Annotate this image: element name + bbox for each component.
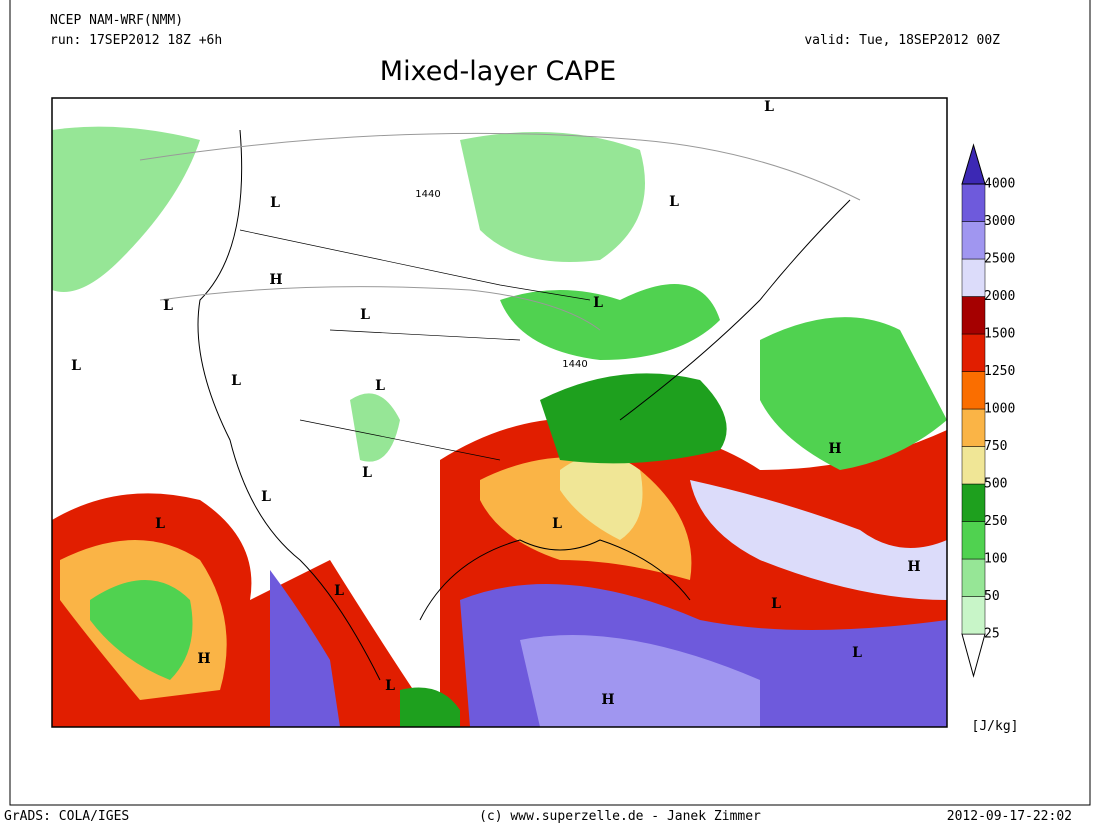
colorbar-label: 2000: [984, 289, 1015, 304]
run-time: run: 17SEP2012 18Z +6h: [50, 33, 222, 48]
field: [760, 317, 947, 470]
pressure-label: L: [270, 195, 280, 211]
footer-right: 2012-09-17-22:02: [947, 809, 1072, 824]
pressure-label: H: [828, 441, 841, 457]
field: [560, 455, 643, 540]
colorbar-segment: [961, 521, 986, 560]
colorbar-segment: [961, 596, 986, 635]
pressure-label: L: [552, 516, 562, 532]
outer-frame: [9, 0, 1091, 806]
pressure-label: L: [155, 516, 165, 532]
colorbar-label: 1500: [984, 327, 1015, 342]
colorbar-segment: [961, 258, 986, 297]
colorbar-label: 2500: [984, 252, 1015, 267]
pressure-label: H: [197, 651, 210, 667]
pressure-label: L: [669, 194, 679, 210]
pressure-label: L: [231, 373, 241, 389]
colorbar-label: 500: [984, 477, 1007, 492]
colorbar: 25 50 100 250 500 750 1000 1250 1500 2000 2500 3000…: [961, 143, 1015, 678]
field: [690, 480, 947, 600]
pressure-label: L: [163, 298, 173, 314]
pressure-label: L: [334, 583, 344, 599]
colorbar-segment: [961, 221, 986, 260]
colorbar-unit: [J/kg]: [972, 719, 1019, 734]
colorbar-segment: [961, 558, 986, 597]
colorbar-segment: [961, 483, 986, 522]
colorbar-triangle: [961, 633, 986, 678]
border: [239, 229, 591, 461]
footer-center: (c) www.superzelle.de - Janek Zimmer: [479, 809, 761, 824]
coastline: [197, 129, 851, 681]
isoline-label: 1440: [562, 359, 587, 370]
colorbar-segment: [961, 296, 986, 335]
model-name: NCEP NAM-WRF(NMM): [50, 13, 183, 28]
colorbar-label: 1000: [984, 402, 1015, 417]
colorbar-label: 4000: [984, 177, 1015, 192]
pressure-label: L: [852, 645, 862, 661]
pressure-label: L: [261, 489, 271, 505]
pressure-label: L: [71, 358, 81, 374]
field: [460, 132, 645, 262]
colorbar-label: 25: [984, 627, 1000, 642]
colorbar-segment: [961, 408, 986, 447]
field: [270, 570, 340, 727]
pressure-label: L: [593, 295, 603, 311]
valid-time: valid: Tue, 18SEP2012 00Z: [804, 33, 1000, 48]
field: [52, 126, 200, 293]
pressure-label: L: [771, 596, 781, 612]
footer-left: GrADS: COLA/IGES: [4, 809, 129, 824]
height-contour: [139, 132, 861, 331]
colorbar-label: 250: [984, 514, 1007, 529]
pressure-label: L: [375, 378, 385, 394]
pressure-label: L: [764, 99, 774, 115]
colorbar-segment: [961, 371, 986, 410]
colorbar-segment: [961, 333, 986, 372]
pressure-label: H: [269, 272, 282, 288]
map-frame: [51, 97, 948, 728]
colorbar-label: 750: [984, 439, 1007, 454]
pressure-label: H: [601, 692, 614, 708]
colorbar-label: 1250: [984, 364, 1015, 379]
colorbar-triangle: [961, 143, 986, 185]
colorbar-segment: [961, 183, 986, 222]
field: [540, 373, 727, 464]
field: [350, 393, 400, 462]
map: L H L L L L L L L L H L L L H L H L H L …: [51, 97, 948, 728]
isoline-label: 1440: [415, 189, 440, 200]
pressure-label: L: [360, 307, 370, 323]
colorbar-label: 100: [984, 552, 1007, 567]
field: [400, 687, 460, 727]
colorbar-label: 50: [984, 589, 1000, 604]
pressure-label: H: [907, 559, 920, 575]
colorbar-label: 3000: [984, 214, 1015, 229]
field: [500, 284, 720, 360]
field: [520, 635, 760, 727]
pressure-label: L: [362, 465, 372, 481]
colorbar-segment: [961, 446, 986, 485]
title: Mixed-layer CAPE: [380, 56, 616, 87]
field: [90, 580, 193, 680]
pressure-label: L: [385, 678, 395, 694]
